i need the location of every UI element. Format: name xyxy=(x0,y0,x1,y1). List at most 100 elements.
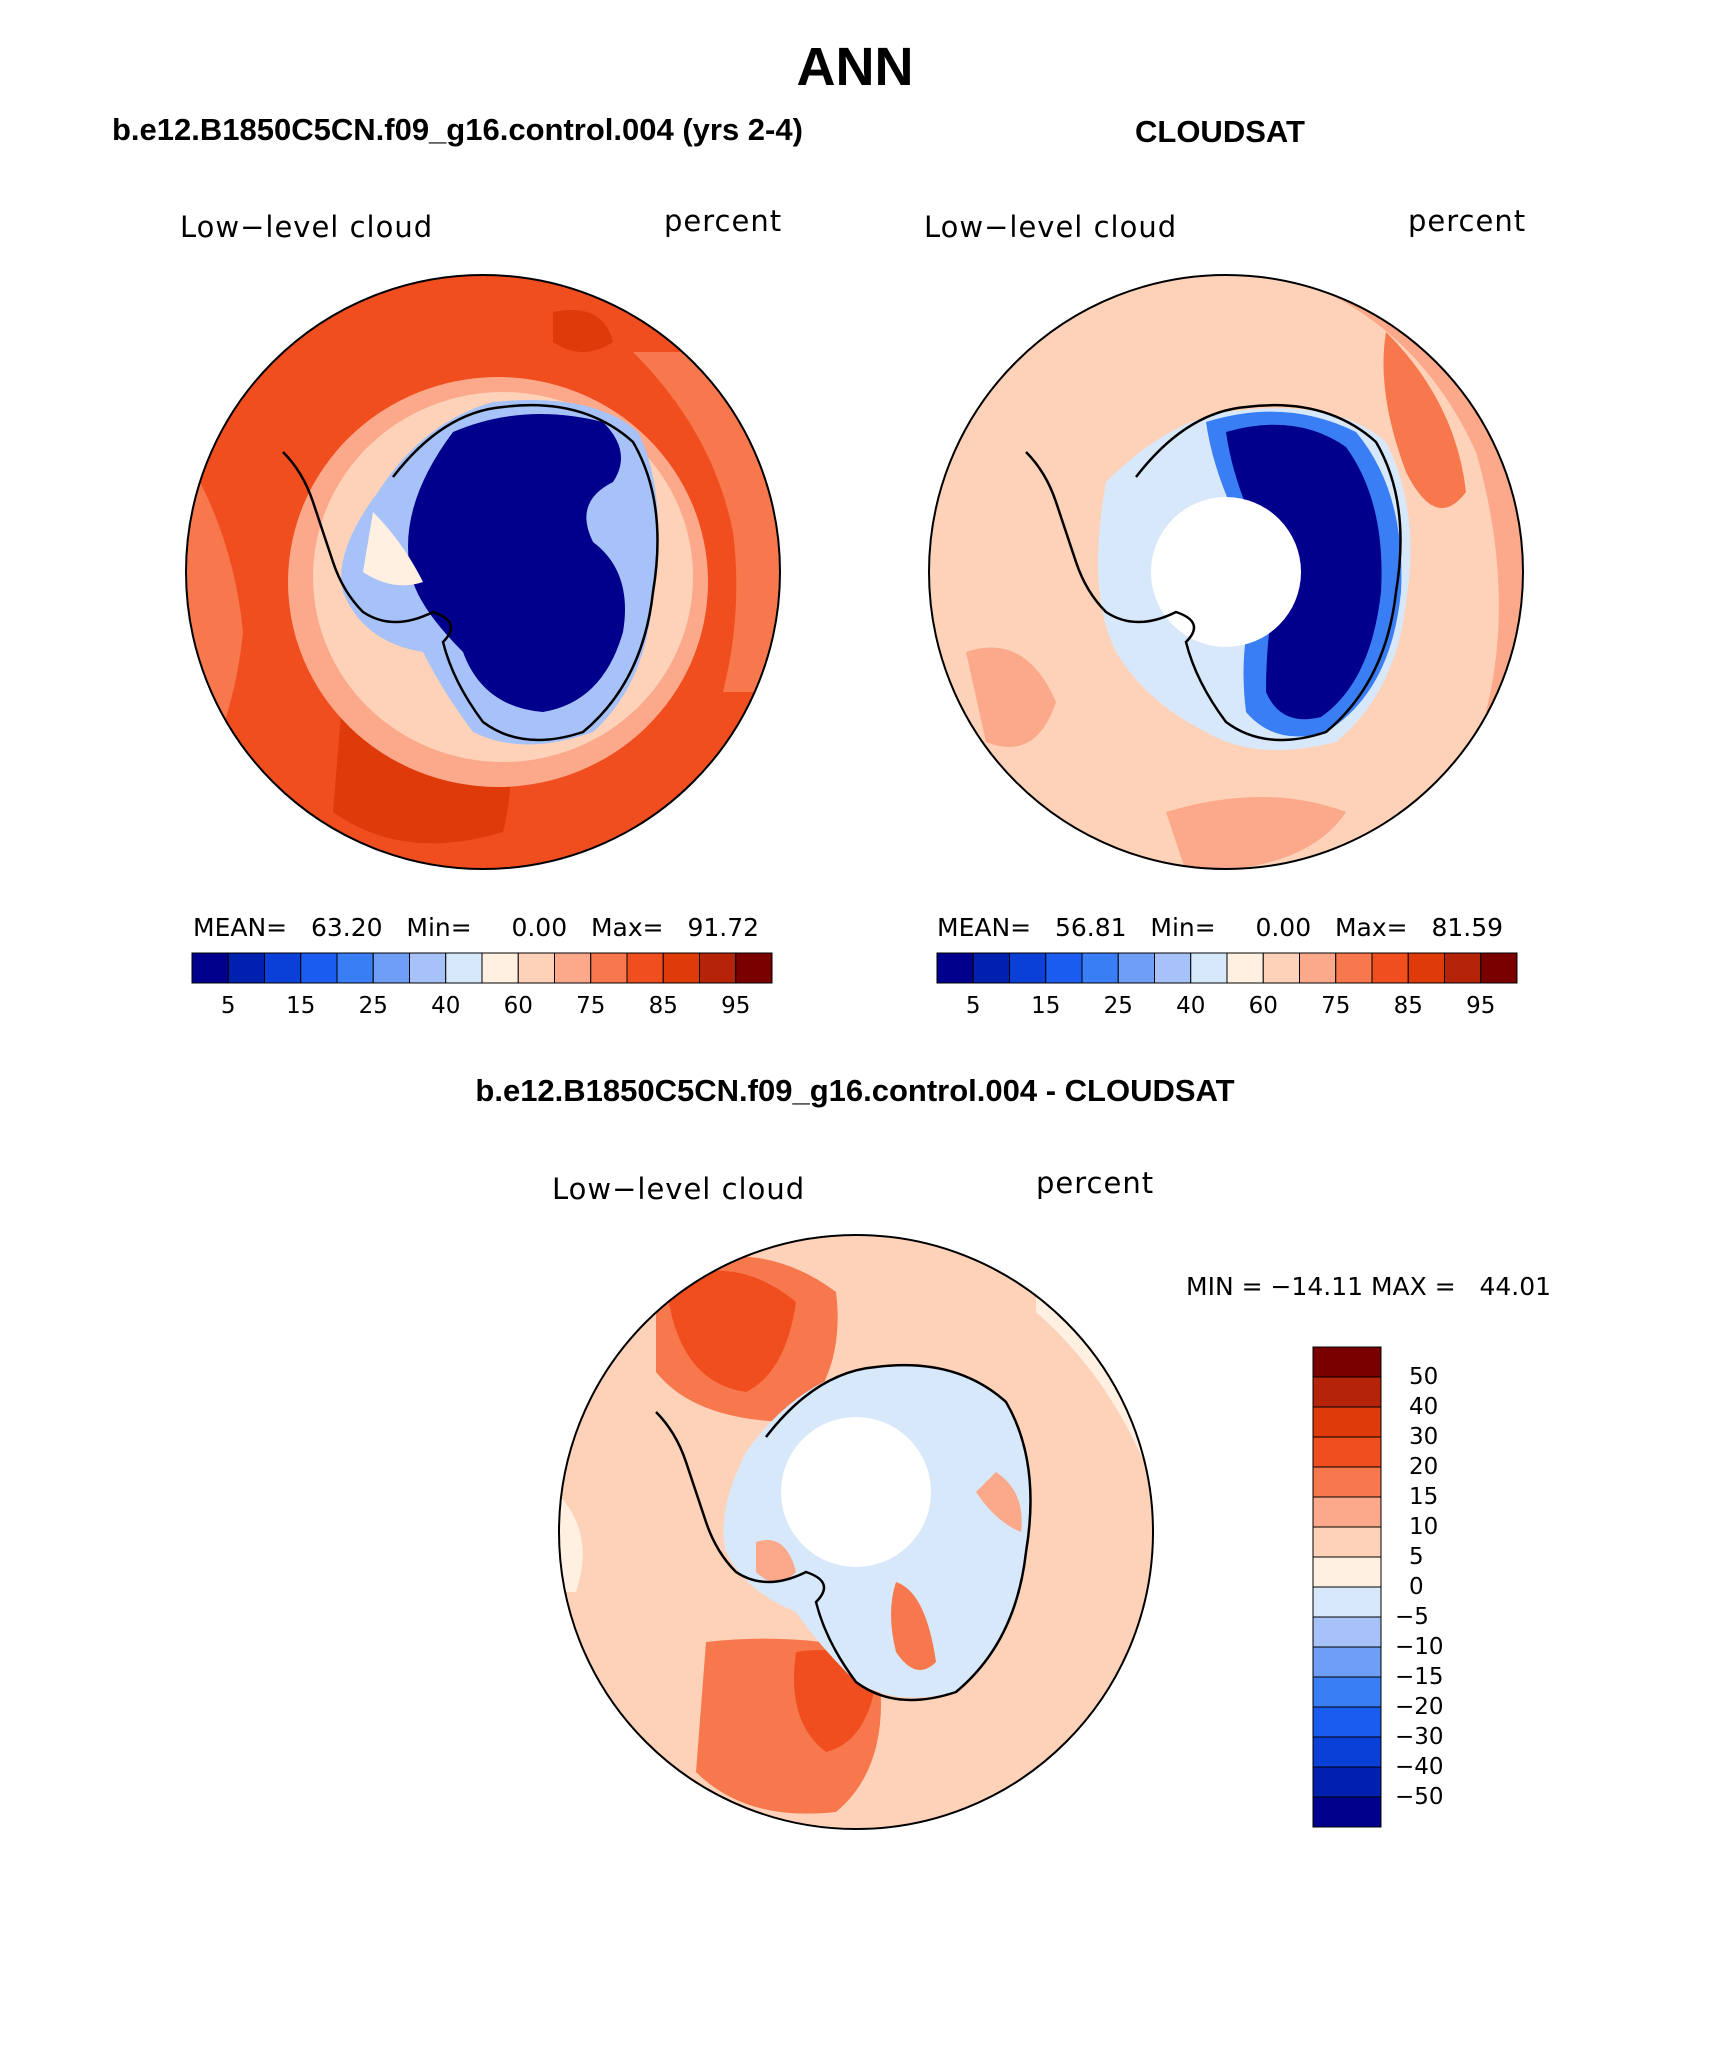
panel2-colorbar-swatch-3 xyxy=(1045,952,1083,984)
difference-colorbar-swatch-13 xyxy=(1312,1736,1382,1768)
panel1-colorbar-tick-label: 40 xyxy=(431,993,461,1019)
panel2-min-value: 0.00 xyxy=(1255,913,1312,942)
map-cloudsat-polar xyxy=(928,274,1524,870)
panel3-variable-label: Low−level cloud xyxy=(552,1172,806,1206)
panel1-colorbar-tick-label: 85 xyxy=(648,993,678,1019)
difference-colorbar-tick-label: −50 xyxy=(1395,1784,1444,1810)
panel1-mean-value: 63.20 xyxy=(310,913,383,942)
panel2-colorbar-tick-label: 75 xyxy=(1321,993,1351,1019)
panel2-colorbar-tick-label: 25 xyxy=(1103,993,1133,1019)
panel1-min-value: 0.00 xyxy=(511,913,568,942)
difference-colorbar-tick-label: −15 xyxy=(1395,1664,1444,1690)
difference-colorbar-tick-label: 20 xyxy=(1409,1454,1439,1480)
difference-colorbar-swatch-5 xyxy=(1312,1496,1382,1528)
difference-colorbar-tick-label: 10 xyxy=(1409,1514,1439,1540)
panel2-mean-label: MEAN= xyxy=(937,913,1032,942)
left-panel-title: b.e12.B1850C5CN.f09_g16.control.004 (yrs… xyxy=(112,112,803,147)
panel2-colorbar-swatch-12 xyxy=(1371,952,1409,984)
panel2-colorbar-tick-label: 85 xyxy=(1393,993,1423,1019)
difference-colorbar xyxy=(1312,1346,1382,1828)
panel2-colorbar-tick-label: 5 xyxy=(965,993,981,1019)
difference-colorbar-tick-label: 30 xyxy=(1409,1424,1439,1450)
difference-colorbar-tick-label: −5 xyxy=(1395,1604,1429,1630)
difference-colorbar-tick-label: 40 xyxy=(1409,1394,1439,1420)
panel1-colorbar-swatch-0 xyxy=(191,952,229,984)
panel2-colorbar-swatch-8 xyxy=(1226,952,1264,984)
difference-colorbar-swatch-15 xyxy=(1312,1796,1382,1828)
panel1-colorbar-swatch-5 xyxy=(372,952,410,984)
panel1-colorbar-tick-label: 25 xyxy=(358,993,388,1019)
panel1-colorbar-tick-label: 60 xyxy=(503,993,533,1019)
panel1-stats: MEAN= 63.20 Min= 0.00 Max= 91.72 xyxy=(193,913,759,942)
panel2-colorbar-ticks: 5 15 25 40 60 75 85 95 xyxy=(937,993,1517,1023)
panel1-colorbar-swatch-2 xyxy=(264,952,302,984)
panel1-colorbar xyxy=(191,952,773,984)
panel1-colorbar-tick-label: 75 xyxy=(576,993,606,1019)
difference-colorbar-swatch-3 xyxy=(1312,1436,1382,1468)
difference-colorbar-ticks: 50 40 30 20 15 10 5 0 −5 −10 −15 −20 −30 −40 −50 xyxy=(1395,1347,1475,1827)
panel2-colorbar-swatch-0 xyxy=(936,952,974,984)
panel2-colorbar-tick-label: 95 xyxy=(1466,993,1496,1019)
panel2-stats: MEAN= 56.81 Min= 0.00 Max= 81.59 xyxy=(937,913,1503,942)
difference-colorbar-swatch-9 xyxy=(1312,1616,1382,1648)
panel1-colorbar-tick-label: 5 xyxy=(220,993,236,1019)
panel1-colorbar-tick-label: 15 xyxy=(286,993,316,1019)
map-model-polar xyxy=(185,274,781,870)
panel2-colorbar-swatch-7 xyxy=(1190,952,1228,984)
panel1-min-label: Min= xyxy=(406,913,472,942)
difference-colorbar-swatch-6 xyxy=(1312,1526,1382,1558)
panel1-colorbar-swatch-14 xyxy=(699,952,737,984)
panel2-colorbar-swatch-11 xyxy=(1335,952,1373,984)
panel2-colorbar-swatch-1 xyxy=(972,952,1010,984)
panel1-colorbar-swatch-8 xyxy=(481,952,519,984)
panel1-colorbar-swatch-10 xyxy=(554,952,592,984)
panel1-colorbar-swatch-6 xyxy=(409,952,447,984)
difference-colorbar-tick-label: −30 xyxy=(1395,1724,1444,1750)
difference-colorbar-swatch-12 xyxy=(1312,1706,1382,1738)
panel2-colorbar-swatch-2 xyxy=(1009,952,1047,984)
panel2-colorbar-swatch-4 xyxy=(1081,952,1119,984)
panel2-max-value: 81.59 xyxy=(1431,913,1504,942)
panel2-colorbar-swatch-9 xyxy=(1262,952,1300,984)
panel1-colorbar-swatch-13 xyxy=(662,952,700,984)
difference-colorbar-tick-label: −20 xyxy=(1395,1694,1444,1720)
difference-colorbar-swatch-11 xyxy=(1312,1676,1382,1708)
difference-colorbar-swatch-10 xyxy=(1312,1646,1382,1678)
panel2-colorbar-swatch-5 xyxy=(1117,952,1155,984)
difference-colorbar-swatch-14 xyxy=(1312,1766,1382,1798)
panel3-minmax: MIN = −14.11 MAX = 44.01 xyxy=(1186,1272,1552,1301)
panel2-colorbar xyxy=(936,952,1518,984)
difference-colorbar-swatch-1 xyxy=(1312,1376,1382,1408)
difference-colorbar-tick-label: 50 xyxy=(1409,1364,1439,1390)
panel1-max-value: 91.72 xyxy=(687,913,760,942)
map-difference-polar xyxy=(558,1234,1154,1830)
panel1-mean-label: MEAN= xyxy=(193,913,288,942)
difference-colorbar-tick-label: −10 xyxy=(1395,1634,1444,1660)
panel1-variable-label: Low−level cloud xyxy=(180,210,434,244)
panel2-colorbar-swatch-6 xyxy=(1154,952,1192,984)
panel2-colorbar-tick-label: 15 xyxy=(1031,993,1061,1019)
difference-colorbar-swatch-4 xyxy=(1312,1466,1382,1498)
panel2-colorbar-tick-label: 40 xyxy=(1176,993,1206,1019)
panel1-colorbar-ticks: 5 15 25 40 60 75 85 95 xyxy=(192,993,772,1023)
difference-colorbar-tick-label: −40 xyxy=(1395,1754,1444,1780)
difference-colorbar-tick-label: 0 xyxy=(1409,1574,1424,1600)
panel3-units-label: percent xyxy=(1036,1166,1155,1200)
difference-colorbar-swatch-0 xyxy=(1312,1346,1382,1378)
panel2-variable-label: Low−level cloud xyxy=(924,210,1178,244)
panel2-units-label: percent xyxy=(1408,204,1527,238)
panel1-colorbar-swatch-12 xyxy=(626,952,664,984)
panel2-colorbar-swatch-13 xyxy=(1407,952,1445,984)
panel1-colorbar-swatch-7 xyxy=(445,952,483,984)
panel1-units-label: percent xyxy=(664,204,783,238)
panel1-colorbar-swatch-11 xyxy=(590,952,628,984)
panel1-colorbar-swatch-15 xyxy=(735,952,773,984)
difference-colorbar-swatch-8 xyxy=(1312,1586,1382,1618)
difference-colorbar-swatch-7 xyxy=(1312,1556,1382,1588)
panel2-colorbar-swatch-15 xyxy=(1480,952,1518,984)
panel1-colorbar-swatch-4 xyxy=(336,952,374,984)
panel1-max-label: Max= xyxy=(590,913,664,942)
panel2-mean-value: 56.81 xyxy=(1054,913,1127,942)
panel2-min-label: Min= xyxy=(1150,913,1216,942)
difference-panel-title: b.e12.B1850C5CN.f09_g16.control.004 - CL… xyxy=(475,1073,1235,1108)
